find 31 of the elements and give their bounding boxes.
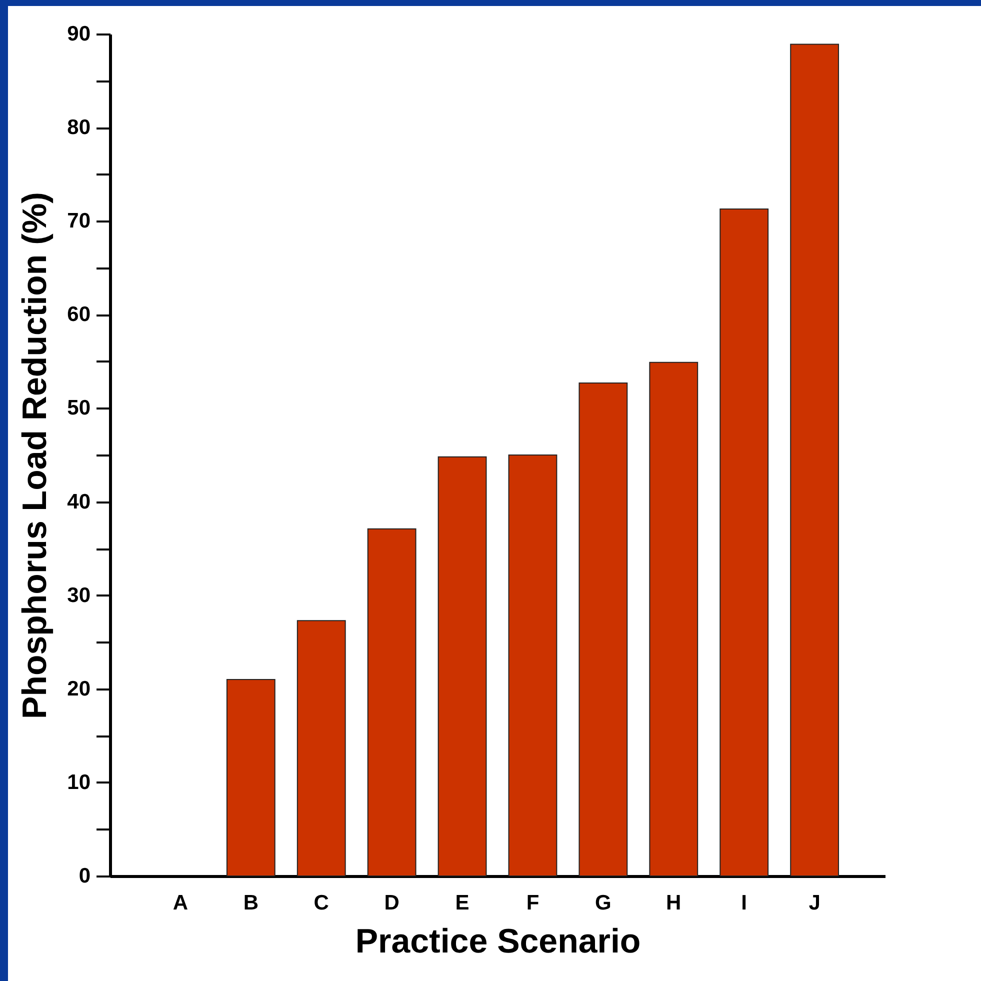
y-tick-label: 10 — [67, 770, 90, 794]
bar — [367, 528, 416, 876]
x-tick-label: A — [172, 892, 188, 914]
x-tick-label: H — [666, 892, 682, 914]
y-tick-label: 0 — [78, 864, 90, 888]
x-axis-title: Practice Scenario — [355, 922, 641, 960]
x-tick-label: E — [455, 892, 470, 914]
x-tick-label: I — [741, 892, 748, 914]
bar — [226, 679, 276, 876]
bar — [649, 362, 698, 876]
y-tick-label: 40 — [67, 490, 90, 514]
y-tick-label: 70 — [67, 210, 90, 233]
bar — [508, 454, 558, 876]
x-tick-label: J — [808, 892, 820, 914]
bar — [296, 620, 346, 876]
x-tick-label: G — [595, 892, 612, 914]
bar — [790, 44, 839, 876]
y-tick-label: 30 — [67, 584, 90, 607]
y-tick-label: 50 — [67, 396, 90, 420]
bar — [438, 456, 487, 876]
y-tick-label: 60 — [67, 303, 90, 326]
y-tick-label: 20 — [67, 677, 90, 700]
x-tick-label: C — [314, 892, 329, 914]
y-tick-label: 90 — [67, 22, 90, 46]
bar — [720, 208, 769, 876]
y-axis-title: Phosphorus Load Reduction (%) — [16, 192, 54, 719]
y-tick-label: 80 — [67, 116, 90, 140]
x-tick-label: F — [526, 892, 540, 914]
x-tick-label: D — [384, 892, 400, 914]
bar — [578, 382, 628, 876]
x-tick-label: B — [243, 892, 258, 914]
